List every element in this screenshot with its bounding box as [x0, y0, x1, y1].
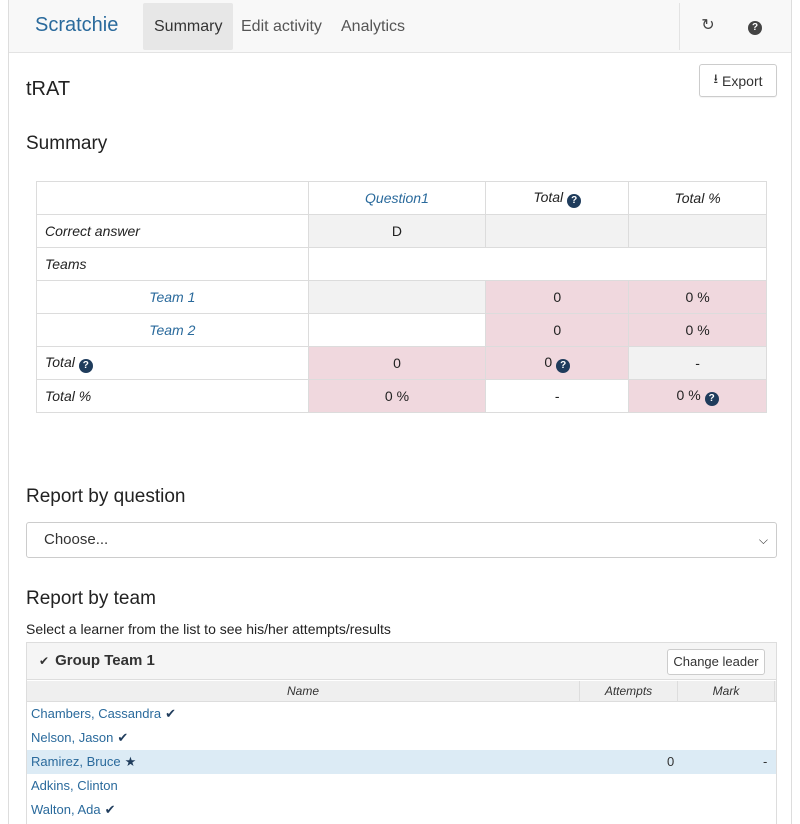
header-question1[interactable]: Question1	[307, 181, 487, 215]
chevron-down-icon: ✔︎	[39, 654, 50, 668]
team-1-link[interactable]: Team 1	[36, 280, 309, 314]
question-circle-icon[interactable]: ?	[704, 391, 719, 406]
learner-name: Walton, Ada ✔	[31, 802, 116, 817]
refresh-icon[interactable]: ↻	[701, 17, 715, 34]
star-icon: ★	[124, 754, 137, 769]
export-button[interactable]: ⭳ Export	[699, 64, 777, 97]
correct-answer-total	[485, 214, 630, 248]
brand-logo[interactable]: Scratchie	[35, 14, 119, 36]
question-select[interactable]: Choose... ⌵	[26, 522, 777, 558]
list-item[interactable]: Adkins, Clinton	[27, 774, 776, 798]
team-2-total-pct: 0 %	[628, 313, 767, 347]
team-2-total: 0	[485, 313, 630, 347]
total-row-label: Total?	[36, 346, 309, 380]
total-pct-row: Total % 0 % - 0 %?	[36, 379, 767, 413]
header-empty	[36, 181, 309, 215]
header-total: Total?	[485, 181, 630, 215]
list-item[interactable]: Chambers, Cassandra ✔	[27, 702, 776, 726]
chevron-down-icon: ⌵	[758, 533, 768, 547]
list-item[interactable]: Walton, Ada ✔	[27, 798, 776, 822]
report-team-heading: Report by team	[26, 588, 156, 609]
total-row-total-pct: -	[628, 346, 767, 380]
group-panel-header[interactable]: ✔︎ Group Team 1 Change leader	[27, 643, 776, 680]
correct-answer-total-pct	[628, 214, 767, 248]
total-row: Total? 0 0? -	[36, 346, 767, 380]
question-circle-icon[interactable]: ?	[78, 358, 93, 373]
learner-name: Ramirez, Bruce ★	[31, 754, 137, 769]
app-frame: Scratchie Summary Edit activity Analytic…	[8, 0, 792, 824]
tab-analytics[interactable]: Analytics	[341, 18, 406, 35]
team-1-q1	[307, 280, 487, 314]
learner-mark: -	[763, 754, 768, 769]
total-pct-row-total-pct: 0 %?	[628, 379, 767, 413]
learner-name: Nelson, Jason ✔	[31, 730, 129, 745]
tab-summary[interactable]: Summary	[143, 3, 234, 50]
nav-divider	[679, 3, 680, 50]
column-name[interactable]: Name	[27, 681, 580, 702]
total-pct-row-q1: 0 %	[307, 379, 487, 413]
report-team-hint: Select a learner from the list to see hi…	[26, 621, 391, 637]
change-leader-button[interactable]: Change leader	[667, 649, 765, 675]
total-pct-row-label: Total %	[36, 379, 309, 413]
list-item[interactable]: Ramirez, Bruce ★ 0 -	[27, 750, 776, 774]
total-pct-row-total: -	[485, 379, 630, 413]
report-question-heading: Report by question	[26, 486, 186, 507]
check-icon: ✔	[165, 706, 176, 721]
page-title: tRAT	[26, 78, 71, 100]
summary-table: Question1 Total? Total % Correct answer …	[36, 181, 768, 413]
list-item[interactable]: Nelson, Jason ✔	[27, 726, 776, 750]
team-1-total: 0	[485, 280, 630, 314]
tab-edit-activity[interactable]: Edit activity	[241, 18, 322, 35]
question-circle-icon[interactable]: ?	[745, 16, 765, 36]
group-panel: ✔︎ Group Team 1 Change leader Name Attemp…	[26, 642, 777, 824]
question-circle-icon[interactable]: ?	[567, 193, 582, 208]
column-attempts[interactable]: Attempts	[580, 681, 678, 702]
correct-answer-value: D	[307, 214, 487, 248]
check-icon: ✔	[104, 802, 116, 817]
learner-name: Chambers, Cassandra ✔	[31, 706, 176, 721]
table-row: Team 1 0 0 %	[36, 280, 767, 314]
check-icon: ✔	[117, 730, 129, 745]
download-icon: ⭳	[713, 70, 719, 86]
group-title[interactable]: ✔︎ Group Team 1	[39, 652, 155, 669]
question-select-value: Choose...	[44, 531, 109, 548]
question-circle-icon[interactable]: ?	[556, 358, 571, 373]
learner-grid-header: Name Attempts Mark	[27, 681, 776, 702]
correct-answer-row: Correct answer D	[36, 214, 767, 248]
team-2-q1	[307, 313, 487, 347]
top-navbar: Scratchie Summary Edit activity Analytic…	[9, 0, 791, 53]
column-mark[interactable]: Mark	[678, 681, 775, 702]
team-2-link[interactable]: Team 2	[36, 313, 309, 347]
team-1-total-pct: 0 %	[628, 280, 767, 314]
total-row-total: 0?	[485, 346, 630, 380]
header-total-pct: Total %	[628, 181, 767, 215]
correct-answer-label: Correct answer	[36, 214, 309, 248]
teams-label: Teams	[36, 247, 309, 281]
teams-label-filler	[307, 247, 768, 281]
learner-name: Adkins, Clinton	[31, 778, 118, 793]
learner-attempts: 0	[667, 754, 675, 769]
total-row-q1: 0	[307, 346, 487, 380]
teams-label-row: Teams	[36, 247, 768, 281]
export-button-label: Export	[722, 72, 763, 89]
summary-heading: Summary	[26, 133, 108, 154]
summary-header-row: Question1 Total? Total %	[36, 181, 767, 215]
table-row: Team 2 0 0 %	[36, 313, 767, 347]
